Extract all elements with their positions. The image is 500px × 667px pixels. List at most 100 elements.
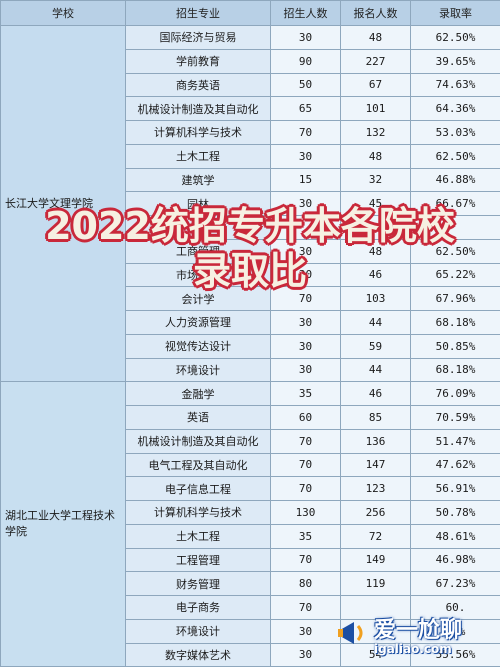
rate-cell: 51.47%	[411, 429, 500, 453]
header-applicants: 报名人数	[341, 1, 411, 26]
major-cell: 计算机科学与技术	[126, 121, 271, 145]
major-cell: 商务英语	[126, 73, 271, 97]
quota-cell: 50	[271, 73, 341, 97]
quota-cell: 30	[271, 619, 341, 643]
quota-cell: 30	[271, 358, 341, 382]
applicants-cell: 103	[341, 287, 411, 311]
rate-cell: 62.50%	[411, 239, 500, 263]
applicants-cell: 227	[341, 49, 411, 73]
applicants-cell: 72	[341, 524, 411, 548]
quota-cell: 80	[271, 572, 341, 596]
applicants-cell: 101	[341, 97, 411, 121]
rate-cell	[411, 216, 500, 240]
rate-cell: 66.67%	[411, 192, 500, 216]
quota-cell: 70	[271, 429, 341, 453]
rate-cell: 62.50%	[411, 144, 500, 168]
rate-cell: 56.91%	[411, 477, 500, 501]
watermark-url: igaliao.com	[374, 642, 452, 656]
quota-cell: 15	[271, 168, 341, 192]
rate-cell: 74.63%	[411, 73, 500, 97]
applicants-cell: 48	[341, 144, 411, 168]
rate-cell: 39.65%	[411, 49, 500, 73]
quota-cell: 35	[271, 382, 341, 406]
applicants-cell: 147	[341, 453, 411, 477]
header-admission-rate: 录取率	[411, 1, 500, 26]
quota-cell: 35	[271, 524, 341, 548]
quota-cell: 30	[271, 311, 341, 335]
quota-cell: 30	[271, 192, 341, 216]
major-cell: 电子信息工程	[126, 477, 271, 501]
applicants-cell: 44	[341, 358, 411, 382]
quota-cell: 30	[271, 144, 341, 168]
major-cell: 电气工程及其自动化	[126, 453, 271, 477]
major-cell: 数字媒体艺术	[126, 643, 271, 667]
quota-cell: 90	[271, 49, 341, 73]
applicants-cell	[341, 216, 411, 240]
applicants-cell: 119	[341, 572, 411, 596]
major-cell	[126, 216, 271, 240]
applicants-cell: 45	[341, 192, 411, 216]
applicants-cell: 136	[341, 429, 411, 453]
major-cell: 学前教育	[126, 49, 271, 73]
major-cell: 工程管理	[126, 548, 271, 572]
quota-cell: 30	[271, 26, 341, 50]
applicants-cell: 67	[341, 73, 411, 97]
applicants-cell: 149	[341, 548, 411, 572]
applicants-cell: 123	[341, 477, 411, 501]
applicants-cell: 46	[341, 263, 411, 287]
quota-cell: 70	[271, 121, 341, 145]
major-cell: 国际经济与贸易	[126, 26, 271, 50]
major-cell: 英语	[126, 406, 271, 430]
applicants-cell: 46	[341, 382, 411, 406]
megaphone-icon	[336, 616, 370, 650]
rate-cell: 46.88%	[411, 168, 500, 192]
header-row: 学校 招生专业 招生人数 报名人数 录取率	[1, 1, 500, 26]
rate-cell: 67.23%	[411, 572, 500, 596]
header-school: 学校	[1, 1, 126, 26]
major-cell: 财务管理	[126, 572, 271, 596]
quota-cell: 70	[271, 287, 341, 311]
rate-cell: 48.61%	[411, 524, 500, 548]
quota-cell: 30	[271, 263, 341, 287]
rate-cell: 68.18%	[411, 358, 500, 382]
major-cell: 计算机科学与技术	[126, 501, 271, 525]
school-cell: 长江大学文理学院	[1, 26, 126, 382]
quota-cell	[271, 216, 341, 240]
quota-cell: 70	[271, 477, 341, 501]
rate-cell: 67.96%	[411, 287, 500, 311]
quota-cell: 70	[271, 453, 341, 477]
rate-cell: 50.85%	[411, 334, 500, 358]
applicants-cell: 256	[341, 501, 411, 525]
applicants-cell: 48	[341, 239, 411, 263]
applicants-cell: 44	[341, 311, 411, 335]
major-cell: 电子商务	[126, 596, 271, 620]
quota-cell: 70	[271, 596, 341, 620]
major-cell: 机械设计制造及其自动化	[126, 429, 271, 453]
rate-cell: 76.09%	[411, 382, 500, 406]
major-cell: 市场营销	[126, 263, 271, 287]
rate-cell: 50.78%	[411, 501, 500, 525]
watermark-name: 爱一尬聊	[374, 612, 462, 644]
rate-cell: 53.03%	[411, 121, 500, 145]
applicants-cell: 48	[341, 26, 411, 50]
quota-cell: 60	[271, 406, 341, 430]
applicants-cell: 85	[341, 406, 411, 430]
rate-cell: 64.36%	[411, 97, 500, 121]
header-quota: 招生人数	[271, 1, 341, 26]
site-watermark: 爱一尬聊 igaliao.com	[334, 610, 494, 662]
quota-cell: 30	[271, 334, 341, 358]
school-cell: 湖北工业大学工程技术学院	[1, 382, 126, 667]
applicants-cell: 59	[341, 334, 411, 358]
rate-cell: 68.18%	[411, 311, 500, 335]
quota-cell: 30	[271, 239, 341, 263]
major-cell: 工商管理	[126, 239, 271, 263]
major-cell: 视觉传达设计	[126, 334, 271, 358]
rate-cell: 70.59%	[411, 406, 500, 430]
applicants-cell: 32	[341, 168, 411, 192]
major-cell: 土木工程	[126, 524, 271, 548]
quota-cell: 65	[271, 97, 341, 121]
